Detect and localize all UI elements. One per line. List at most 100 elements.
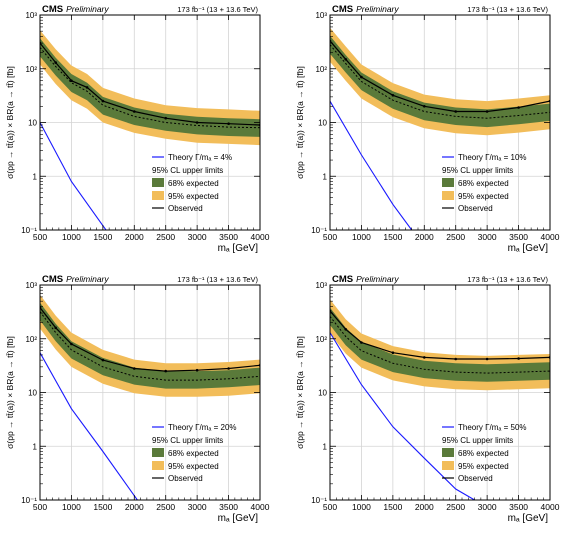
band-95-expected (330, 27, 550, 136)
observed-point (70, 79, 73, 82)
cms-label: CMS Preliminary (42, 274, 109, 285)
observed-point (227, 122, 230, 125)
cms-status: Preliminary (356, 4, 399, 14)
y-tick-label: 1 (33, 172, 38, 181)
lumi-label: 173 fb⁻¹ (13 + 13.6 TeV) (467, 275, 548, 284)
y-axis-title: σ(pp → tt̄(a)) × BR(a → tt̄) [fb] (5, 66, 15, 179)
cms-name: CMS (42, 274, 63, 285)
theory-line (40, 352, 138, 500)
y-tick-label: 10² (315, 335, 327, 344)
y-tick-label: 10 (318, 119, 327, 128)
x-tick-label: 2500 (156, 502, 175, 512)
theory-line (330, 100, 413, 230)
cms-status: Preliminary (356, 274, 399, 284)
cms-name: CMS (332, 4, 353, 15)
observed-point (54, 326, 57, 330)
x-axis-title: mₐ [GeV] (508, 513, 549, 524)
y-tick-label: 10² (25, 65, 37, 74)
x-tick-label: 4000 (541, 232, 560, 242)
legend-68-label: 68% expected (458, 179, 509, 188)
plot-area (330, 299, 550, 500)
observed-point (391, 351, 395, 355)
x-axis-title: mₐ [GeV] (218, 513, 259, 524)
y-tick-label: 10³ (315, 281, 327, 290)
observed-point (485, 110, 489, 113)
cms-status: Preliminary (66, 274, 109, 284)
x-tick-label: 4000 (541, 502, 560, 512)
cms-status: Preliminary (66, 4, 109, 14)
legend-95-swatch (152, 461, 164, 470)
observed-point (133, 110, 136, 113)
x-tick-label: 1500 (383, 502, 402, 512)
y-axis-title: σ(pp → tt̄(a)) × BR(a → tt̄) [fb] (295, 66, 305, 179)
observed-point (454, 110, 458, 113)
expected-line (330, 44, 550, 119)
expected-line (330, 316, 550, 374)
x-tick-label: 500 (33, 232, 47, 242)
plot-area (40, 30, 260, 230)
y-tick-label: 10 (318, 389, 327, 398)
legend-observed-label: Observed (168, 204, 203, 213)
legend: Theory Γ/mₐ = 20% 95% CL upper limits 68% … (152, 423, 237, 483)
band-95-expected (40, 30, 260, 146)
legend: Theory Γ/mₐ = 50% 95% CL upper limits 68% … (442, 423, 527, 483)
observed-point (227, 367, 230, 370)
y-tick-label: 10⁻¹ (311, 226, 327, 235)
x-tick-label: 1000 (352, 232, 371, 242)
observed-point (70, 342, 73, 346)
observed-point (485, 357, 489, 361)
legend-68-label: 68% expected (168, 179, 219, 188)
x-tick-label: 3000 (478, 502, 497, 512)
y-tick-label: 10³ (25, 281, 37, 290)
observed-point (423, 356, 426, 359)
lumi-label: 173 fb⁻¹ (13 + 13.6 TeV) (177, 275, 258, 284)
observed-point (195, 121, 199, 124)
x-tick-label: 2000 (415, 232, 434, 242)
legend-theory-label: Theory Γ/mₐ = 20% (168, 423, 237, 432)
legend-68-label: 68% expected (168, 449, 219, 458)
y-axis-title: σ(pp → tt̄(a)) × BR(a → tt̄) [fb] (295, 336, 305, 449)
y-tick-label: 10 (28, 389, 37, 398)
legend-95-label: 95% expected (168, 192, 219, 201)
y-tick-label: 1 (323, 442, 328, 451)
y-tick-label: 1 (323, 172, 328, 181)
legend-68-swatch (442, 448, 454, 457)
x-tick-label: 2000 (125, 502, 144, 512)
observed-point (195, 368, 199, 372)
x-tick-label: 4000 (251, 232, 270, 242)
x-tick-label: 2000 (125, 232, 144, 242)
cms-name: CMS (332, 274, 353, 285)
observed-point (133, 367, 136, 370)
x-tick-label: 1500 (383, 232, 402, 242)
observed-point (344, 58, 348, 61)
chart-panel-bottom-right: 500 1000 1500 2000 2500 3000 3500 4000 10⁻¹ 1 10 10… (295, 274, 560, 524)
legend-observed-label: Observed (168, 474, 203, 483)
x-tick-label: 1000 (352, 502, 371, 512)
legend-68-label: 68% expected (458, 449, 509, 458)
legend: Theory Γ/mₐ = 10% 95% CL upper limits 68% … (442, 153, 527, 213)
chart-panel-bottom-left: 500 1000 1500 2000 2500 3000 3500 4000 10⁻¹ 1 10 10… (5, 274, 270, 524)
observed-point (101, 99, 105, 103)
x-tick-label: 2000 (415, 502, 434, 512)
observed-point (360, 75, 363, 79)
y-tick-label: 10³ (25, 11, 37, 20)
legend-header: 95% CL upper limits (442, 436, 513, 445)
legend-95-swatch (442, 461, 454, 470)
observed-point (164, 369, 167, 373)
x-tick-label: 3500 (509, 502, 528, 512)
observed-point (85, 86, 89, 89)
x-tick-label: 3000 (188, 232, 207, 242)
y-tick-label: 10³ (315, 11, 327, 20)
x-tick-label: 500 (323, 232, 337, 242)
observed-point (54, 61, 57, 64)
y-tick-label: 10 (28, 119, 37, 128)
plot-area (330, 27, 550, 230)
y-tick-label: 10⁻¹ (21, 226, 37, 235)
observed-point (101, 358, 105, 362)
legend-95-label: 95% expected (168, 462, 219, 471)
cms-label: CMS Preliminary (42, 4, 109, 15)
y-tick-label: 10⁻¹ (21, 496, 37, 505)
observed-point (391, 94, 395, 97)
x-tick-label: 1000 (62, 502, 81, 512)
